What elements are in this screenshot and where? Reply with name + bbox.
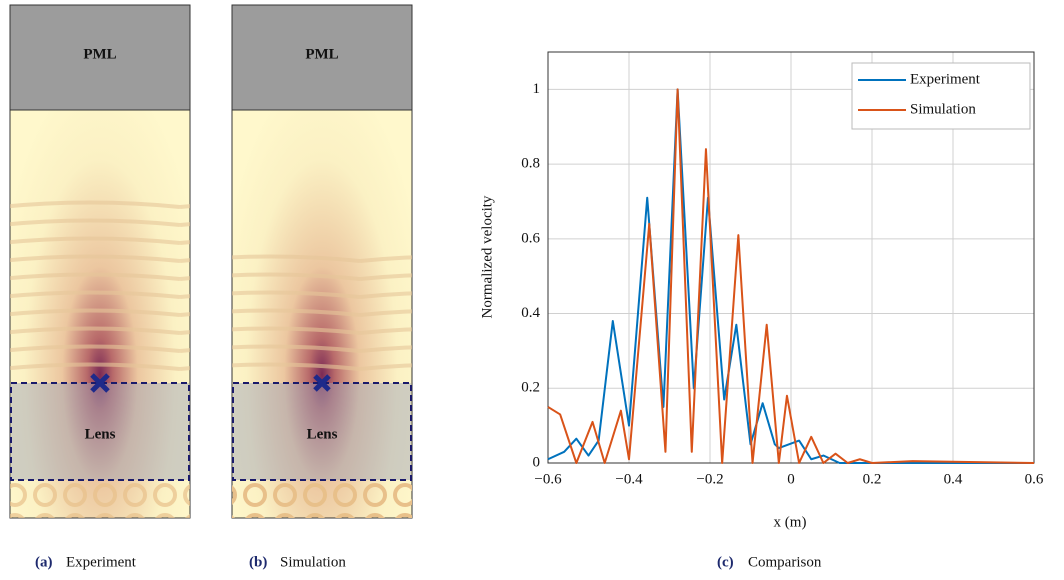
x-tick-label: −0.2 (696, 471, 723, 487)
x-tick-label: 0 (787, 471, 795, 487)
y-axis-label: Normalized velocity (479, 195, 495, 318)
panel-a: PML Lens (9, 4, 191, 519)
field-bottom (10, 480, 190, 518)
legend-box (851, 62, 1031, 130)
y-tick-label: 0.2 (521, 380, 540, 396)
y-tick-label: 0.8 (521, 156, 540, 172)
x-tick-label: 0.4 (944, 471, 963, 487)
lens-label: Lens (85, 426, 116, 442)
caption: Comparison (748, 554, 822, 570)
lens-label: Lens (307, 426, 338, 442)
y-tick-label: 0.4 (521, 305, 540, 321)
pml-region (231, 4, 413, 111)
focus-marker (90, 373, 110, 393)
field-ripples (10, 200, 190, 380)
pml-label: PML (305, 46, 338, 62)
y-tick-label: 0 (533, 454, 541, 470)
x-tick-label: 0.2 (863, 471, 882, 487)
panel-b: PML Lens (231, 4, 413, 519)
lens-region (232, 382, 412, 481)
pml-label: PML (83, 46, 116, 62)
x-tick-label: −0.4 (615, 471, 643, 487)
caption-label: (a) (35, 554, 53, 570)
lens-region (10, 382, 190, 481)
series-line (547, 88, 1035, 464)
y-tick-label: 0.6 (521, 230, 540, 246)
field-ripples (232, 250, 412, 380)
x-axis-label: x (m) (774, 514, 807, 530)
legend-label: Simulation (910, 101, 976, 117)
plot-frame (547, 51, 1035, 464)
caption-label: (b) (249, 554, 267, 570)
x-tick-label: 0.6 (1025, 471, 1044, 487)
x-tick-label: −0.6 (534, 471, 562, 487)
caption-label: (c) (717, 554, 734, 570)
legend-label: Experiment (910, 71, 981, 87)
pml-region (9, 4, 191, 111)
caption: Simulation (280, 554, 346, 570)
focus-marker (313, 374, 331, 392)
caption: Experiment (66, 554, 137, 570)
y-tick-label: 1 (533, 81, 541, 97)
field-bottom (232, 480, 412, 518)
